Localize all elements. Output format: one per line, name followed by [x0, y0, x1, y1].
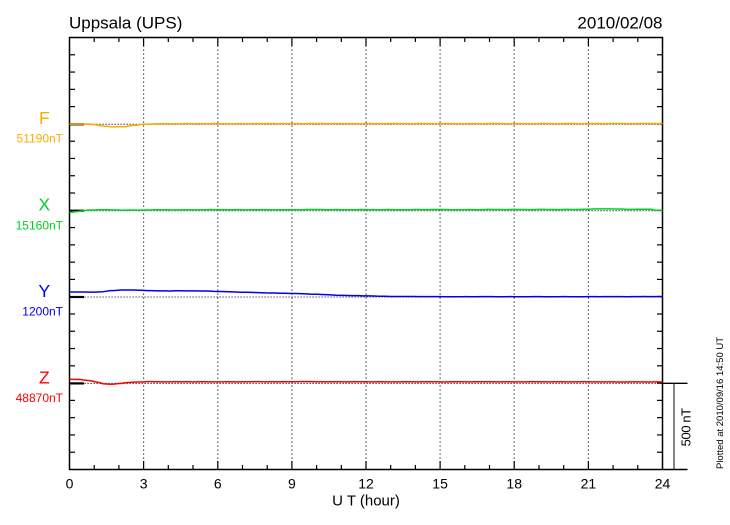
svg-text:Plotted at 2010/09/16 14:50 UT: Plotted at 2010/09/16 14:50 UT [715, 337, 726, 469]
svg-text:51190nT: 51190nT [17, 132, 64, 146]
svg-text:15160nT: 15160nT [16, 218, 64, 232]
svg-text:15: 15 [432, 476, 448, 492]
svg-text:12: 12 [358, 476, 374, 492]
svg-text:9: 9 [288, 476, 296, 492]
svg-text:Z: Z [39, 367, 50, 387]
svg-text:F: F [39, 108, 50, 128]
svg-text:Uppsala (UPS): Uppsala (UPS) [69, 13, 182, 32]
svg-text:18: 18 [506, 476, 522, 492]
svg-text:21: 21 [581, 476, 597, 492]
svg-text:Y: Y [38, 281, 50, 301]
svg-text:0: 0 [66, 476, 74, 492]
svg-text:6: 6 [214, 476, 222, 492]
svg-text:U T (hour): U T (hour) [332, 493, 400, 510]
svg-text:X: X [38, 195, 50, 215]
svg-text:2010/02/08: 2010/02/08 [577, 13, 662, 32]
svg-text:24: 24 [655, 476, 671, 492]
svg-text:1200nT: 1200nT [22, 305, 63, 319]
svg-text:500 nT: 500 nT [679, 408, 694, 447]
svg-text:48870nT: 48870nT [16, 391, 64, 405]
svg-text:3: 3 [140, 476, 148, 492]
